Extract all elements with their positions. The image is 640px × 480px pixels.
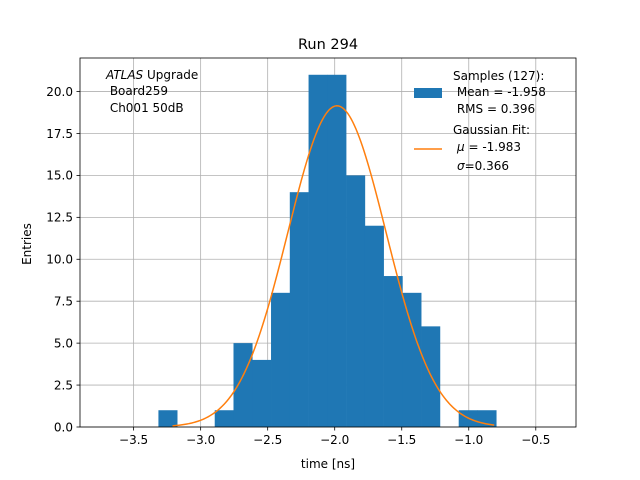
histogram-bar bbox=[346, 175, 366, 427]
histogram-bars bbox=[158, 74, 497, 427]
x-tick-label: −2.0 bbox=[320, 433, 349, 447]
annotation-atlas: ATLAS bbox=[105, 68, 144, 82]
x-tick-label: −3.0 bbox=[186, 433, 215, 447]
x-tick-label: −3.5 bbox=[119, 433, 148, 447]
histogram-bar bbox=[233, 343, 253, 427]
annotation-line-3: Ch001 50dB bbox=[106, 101, 184, 115]
y-tick-label: 20.0 bbox=[46, 85, 73, 99]
y-tick-label: 2.5 bbox=[54, 378, 73, 392]
legend-fit-mu: μ = -1.983 bbox=[456, 140, 521, 154]
histogram-bar bbox=[289, 192, 309, 427]
x-tick-label: −1.5 bbox=[387, 433, 416, 447]
histogram-bar bbox=[271, 292, 291, 427]
legend-mu-value: = -1.983 bbox=[465, 140, 521, 154]
histogram-bar bbox=[308, 74, 328, 427]
legend-samples-swatch bbox=[414, 88, 442, 98]
histogram-bar bbox=[383, 276, 403, 427]
y-tick-label: 0.0 bbox=[54, 420, 73, 434]
axes-frame bbox=[79, 57, 577, 428]
legend-sigma-symbol: σ bbox=[457, 159, 465, 173]
y-tick-label: 7.5 bbox=[54, 295, 73, 309]
histogram-bar bbox=[252, 359, 272, 427]
chart-title: Run 294 bbox=[298, 37, 358, 53]
y-tick-label: 5.0 bbox=[54, 336, 73, 350]
legend-samples-line-1: Samples (127): bbox=[453, 69, 544, 83]
y-tick-label: 10.0 bbox=[46, 253, 73, 267]
legend-fit-sigma: σ=0.366 bbox=[457, 159, 509, 173]
histogram-bar bbox=[402, 292, 422, 427]
y-axis-label: Entries bbox=[20, 223, 34, 265]
annotation-line-2: Board259 bbox=[106, 84, 168, 98]
y-tick-label: 17.5 bbox=[46, 127, 73, 141]
axis-ticks: −3.5 −3.0 −2.5 −2.0 −1.5 −1.0 −0.5 0.0 2.5 5.0 7.5… bbox=[46, 85, 550, 447]
legend-samples-line-3: RMS = 0.396 bbox=[453, 102, 535, 116]
y-tick-label: 12.5 bbox=[46, 211, 73, 225]
x-tick-label: −1.0 bbox=[454, 433, 483, 447]
x-tick-label: −0.5 bbox=[521, 433, 550, 447]
gaussian-fit-line bbox=[172, 105, 495, 427]
y-tick-label: 15.0 bbox=[46, 169, 73, 183]
annotation-upgrade: Upgrade bbox=[143, 68, 198, 82]
x-axis-label: time [ns] bbox=[301, 457, 355, 471]
legend-samples-line-2: Mean = -1.958 bbox=[453, 85, 546, 99]
histogram-bar bbox=[327, 74, 347, 427]
legend-sigma-value: =0.366 bbox=[465, 159, 509, 173]
x-tick-label: −2.5 bbox=[253, 433, 282, 447]
legend-fit-line-1: Gaussian Fit: bbox=[453, 123, 530, 137]
histogram-bar bbox=[364, 225, 384, 427]
histogram-bar bbox=[158, 410, 178, 427]
legend-mu-symbol: μ bbox=[456, 140, 465, 154]
histogram-bar bbox=[214, 410, 234, 427]
legend: Samples (127): Mean = -1.958 RMS = 0.396… bbox=[414, 69, 546, 173]
annotation-line-1: ATLAS Upgrade bbox=[105, 68, 198, 82]
fit-layer bbox=[172, 105, 495, 427]
atlas-annotation: ATLAS Upgrade Board259 Ch001 50dB bbox=[105, 68, 198, 115]
